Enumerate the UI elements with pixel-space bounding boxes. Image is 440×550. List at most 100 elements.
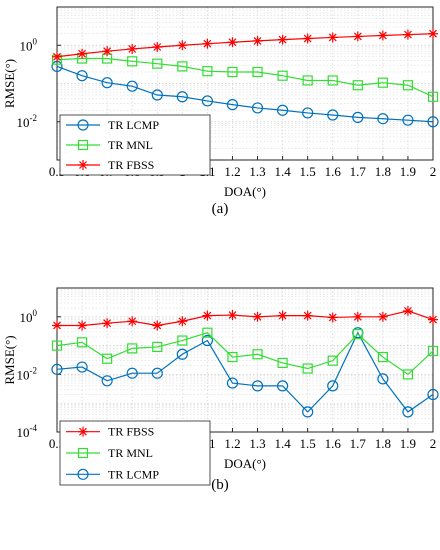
data-point	[352, 31, 363, 42]
legend-marker	[78, 426, 88, 437]
data-point	[252, 349, 263, 360]
plot-frame	[56, 6, 434, 161]
x-tick-label: 1.3	[249, 164, 265, 179]
chart-panel-1: 0.50.60.70.80.911.11.21.31.41.51.61.71.8…	[2, 287, 439, 493]
data-point	[101, 77, 113, 89]
data-point	[152, 341, 163, 353]
data-point	[151, 367, 163, 379]
series-tr-mnl	[51, 327, 439, 380]
x-axis-label: DOA(°)	[224, 184, 266, 199]
data-point	[377, 30, 388, 41]
data-point	[277, 70, 288, 81]
data-point	[327, 32, 338, 43]
data-point	[227, 66, 238, 78]
legend-label: TR LCMP	[108, 118, 159, 132]
series-line	[56, 65, 434, 123]
data-point	[427, 91, 439, 102]
data-point	[177, 335, 188, 346]
x-axis-label: DOA(°)	[224, 456, 266, 471]
x-tick-label: 1.7	[350, 164, 367, 179]
data-point	[226, 377, 239, 389]
data-point	[327, 75, 338, 86]
data-point	[377, 77, 388, 88]
data-point	[277, 34, 288, 45]
legend-label: TR MNL	[108, 446, 153, 460]
data-point	[252, 311, 263, 322]
data-point	[302, 363, 313, 374]
data-point	[227, 37, 238, 48]
data-point	[177, 61, 188, 72]
series-tr-mnl	[51, 53, 439, 102]
y-tick-label: 10-4	[17, 423, 38, 440]
data-point	[352, 329, 363, 340]
data-point	[76, 70, 88, 82]
data-point	[151, 89, 163, 101]
data-point	[127, 343, 138, 354]
data-point	[402, 369, 414, 380]
x-tick-label: 1.6	[325, 436, 342, 451]
data-point	[277, 380, 289, 392]
data-point	[177, 316, 188, 327]
data-point	[327, 109, 339, 121]
series-line	[56, 332, 434, 376]
series-line	[57, 310, 434, 327]
y-axis: 100 10-2	[17, 36, 61, 130]
data-point	[327, 312, 338, 323]
x-tick-label: 1.2	[224, 164, 240, 179]
data-point	[402, 29, 413, 40]
legend-label: TR FBSS	[108, 425, 154, 439]
x-tick-label: 1.5	[300, 164, 316, 179]
x-tick-label: 1.7	[350, 436, 367, 451]
data-point	[327, 355, 338, 366]
data-point	[127, 43, 138, 54]
series-tr-lcmp	[51, 327, 439, 418]
x-tick-label: 1.6	[325, 164, 342, 179]
data-point	[302, 107, 314, 119]
legend-label: TR FBSS	[108, 158, 154, 172]
data-point	[428, 314, 438, 325]
data-point	[252, 35, 263, 46]
data-point	[127, 56, 138, 67]
data-point	[277, 104, 289, 116]
grid	[56, 288, 434, 433]
data-point	[52, 51, 62, 62]
data-point	[352, 311, 363, 322]
data-point	[152, 42, 163, 53]
data-point	[402, 406, 414, 418]
data-point	[126, 80, 138, 92]
figure-caption: (b)	[211, 477, 229, 493]
data-point	[101, 375, 113, 387]
data-point	[302, 406, 314, 418]
data-point	[126, 367, 138, 379]
legend-label: TR MNL	[108, 138, 153, 152]
data-point	[402, 114, 414, 126]
data-point	[227, 310, 238, 321]
legend: TR FBSS TR MNL TR LCMP	[59, 420, 211, 486]
data-point	[127, 316, 138, 327]
y-tick-label: 100	[20, 36, 38, 53]
data-point	[302, 75, 313, 86]
data-point	[76, 337, 88, 348]
series-line	[56, 331, 434, 413]
data-point	[177, 40, 188, 51]
y-axis-label: RMSE(°)	[2, 335, 17, 384]
y-axis: 100 10-2 10-4	[17, 308, 61, 440]
data-point	[302, 310, 313, 321]
data-point	[176, 91, 188, 103]
data-point	[76, 361, 88, 373]
data-point	[427, 116, 439, 128]
data-point	[102, 353, 113, 364]
x-tick-label: 1.3	[249, 436, 265, 451]
legend-marker	[77, 119, 89, 131]
data-point	[252, 66, 263, 78]
data-point	[377, 311, 388, 322]
data-point	[77, 48, 88, 59]
data-point	[377, 113, 389, 125]
y-tick-label: 10-2	[17, 365, 38, 382]
series-tr-lcmp	[51, 60, 439, 128]
data-point	[77, 320, 88, 331]
data-point	[402, 80, 414, 91]
x-tick-label: 1.8	[375, 436, 391, 451]
data-point	[202, 38, 213, 49]
